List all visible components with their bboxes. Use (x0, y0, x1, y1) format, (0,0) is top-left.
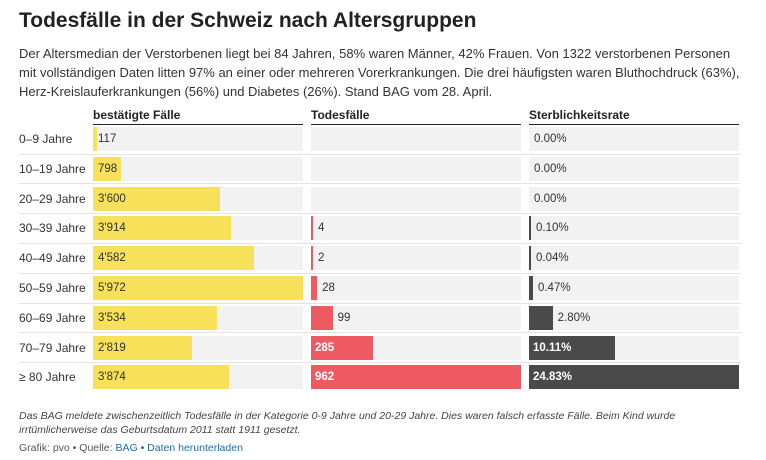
bar-track-deaths (311, 216, 521, 241)
row-separator (19, 362, 741, 364)
bar-track-deaths (311, 186, 521, 211)
bar-rate (529, 246, 531, 271)
value-label-rate: 2.80% (557, 311, 591, 324)
age-group-label: 0–9 Jahre (19, 132, 73, 146)
bar-cases (93, 186, 220, 211)
bar-track-rate (529, 216, 739, 241)
age-group-label: ≥ 80 Jahre (19, 370, 76, 385)
footnote: Das BAG meldete zwischenzeitlich Todesfä… (19, 410, 676, 436)
value-label-cases: 2'819 (98, 341, 126, 354)
bar-cases (93, 276, 303, 300)
bar-track-deaths (311, 276, 521, 300)
chart-title: Todesfälle in der Schweiz nach Altersgru… (19, 9, 477, 32)
bar-track-rate (529, 127, 739, 151)
row-separator (19, 332, 741, 334)
value-label-cases: 3'534 (98, 311, 126, 324)
age-group-label: 70–79 Jahre (19, 340, 86, 355)
source-link[interactable]: BAG (115, 442, 138, 454)
bar-cases (93, 216, 231, 241)
bar-cases (93, 246, 255, 271)
value-label-cases: 3'914 (98, 222, 126, 235)
value-label-rate: 10.11% (533, 341, 572, 354)
bar-track-rate (529, 156, 739, 181)
download-data-link[interactable]: Daten herunterladen (147, 442, 243, 454)
value-label-cases: 5'972 (98, 282, 126, 294)
bar-rate (529, 305, 553, 330)
value-label-deaths: 2 (318, 252, 325, 265)
row-separator (19, 242, 741, 244)
chart-description: Der Altersmedian der Verstorbenen liegt … (19, 46, 740, 99)
bar-cases (93, 335, 193, 360)
value-label-rate: 0.00% (534, 162, 567, 175)
bar-track-rate (529, 246, 739, 271)
value-label-rate: 0.00% (534, 133, 567, 145)
bar-track-rate (529, 305, 739, 330)
bar-cases (93, 365, 230, 390)
credits-separator: • (137, 442, 148, 454)
bar-track-deaths (311, 156, 521, 181)
age-group-label: 20–29 Jahre (19, 191, 86, 206)
column-divider-deaths (311, 124, 521, 125)
value-label-cases: 3'600 (98, 192, 126, 205)
column-header-deaths: Todesfälle (311, 108, 370, 122)
value-label-rate: 24.83% (533, 371, 573, 384)
row-separator (19, 183, 741, 185)
value-label-deaths: 285 (315, 341, 335, 354)
bar-deaths (311, 335, 374, 360)
credits-prefix: Grafik: pvo • Quelle: (19, 442, 116, 454)
value-label-cases: 798 (98, 162, 118, 175)
column-divider-cases (93, 124, 303, 125)
bar-cases (93, 127, 98, 151)
age-group-label: 50–59 Jahre (19, 281, 86, 295)
bar-deaths (311, 365, 521, 390)
bar-track-cases (93, 156, 303, 181)
age-group-label: 10–19 Jahre (19, 161, 86, 176)
bar-track-rate (529, 276, 739, 300)
row-separator (19, 302, 741, 304)
bar-deaths (311, 246, 313, 271)
value-label-cases: 3'874 (98, 371, 126, 384)
bar-rate (529, 276, 533, 300)
age-group-label: 30–39 Jahre (19, 221, 86, 236)
value-label-cases: 117 (98, 133, 117, 145)
bar-track-deaths (311, 127, 521, 151)
value-label-deaths: 28 (322, 282, 335, 294)
value-label-cases: 4'582 (98, 252, 126, 265)
bar-track-deaths (311, 246, 521, 271)
bar-cases (93, 156, 122, 181)
value-label-rate: 0.47% (537, 282, 571, 294)
bar-rate (529, 365, 739, 390)
column-header-rate: Sterblichkeitsrate (529, 108, 630, 122)
row-separator (19, 272, 741, 274)
bar-deaths (311, 216, 313, 241)
value-label-rate: 0.10% (536, 222, 569, 235)
credits: Grafik: pvo • Quelle: BAG • Daten herunt… (19, 442, 243, 454)
row-separator (19, 213, 741, 215)
bar-deaths (311, 276, 318, 300)
bar-rate (529, 216, 531, 241)
row-separator (19, 153, 741, 155)
age-group-label: 40–49 Jahre (19, 251, 86, 266)
column-divider-rate (529, 124, 739, 125)
bar-track-deaths (311, 305, 521, 330)
bar-track-rate (529, 186, 739, 211)
bar-cases (93, 305, 218, 330)
bar-deaths (311, 305, 333, 330)
column-header-cases: bestätigte Fälle (93, 108, 181, 122)
bar-track-cases (93, 127, 303, 151)
bar-rate (529, 335, 615, 360)
value-label-deaths: 4 (318, 222, 325, 235)
value-label-deaths: 99 (337, 311, 351, 324)
value-label-rate: 0.04% (536, 252, 569, 265)
value-label-deaths: 962 (315, 371, 335, 384)
age-group-label: 60–69 Jahre (19, 310, 86, 325)
value-label-rate: 0.00% (534, 192, 567, 205)
